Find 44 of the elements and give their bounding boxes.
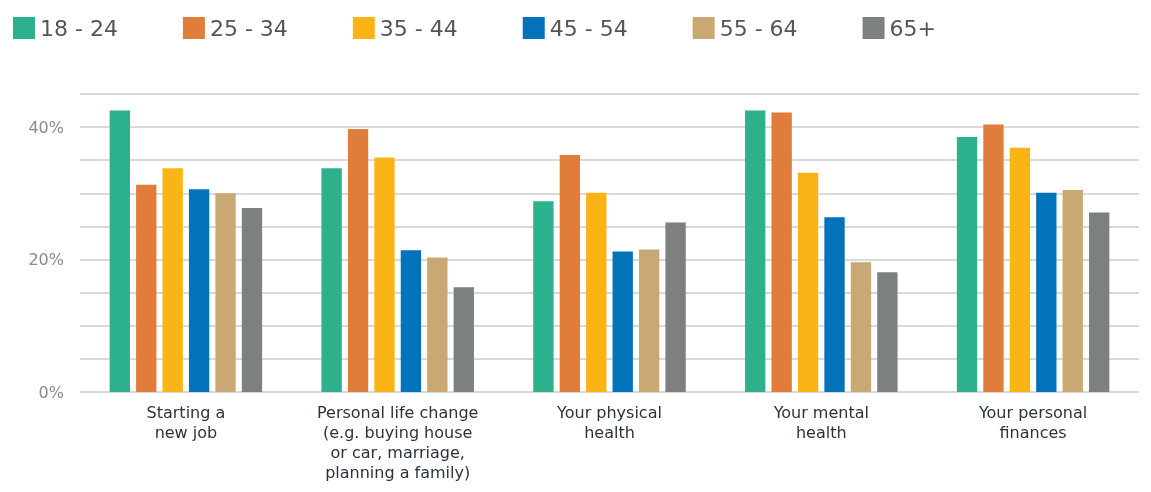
x-tick-label: Your physical health xyxy=(556,402,662,442)
bar xyxy=(745,110,766,392)
bar xyxy=(162,168,183,392)
y-tick-label: 0% xyxy=(38,382,64,402)
legend-label: 18 - 24 xyxy=(40,15,118,41)
bar xyxy=(136,184,157,392)
bar xyxy=(109,110,130,392)
bar xyxy=(983,124,1004,392)
bar xyxy=(1089,212,1110,392)
bar xyxy=(559,154,581,392)
bar xyxy=(427,257,448,392)
bar xyxy=(850,262,872,392)
legend-label: 65+ xyxy=(889,15,936,41)
bar xyxy=(374,157,395,392)
legend-label: 25 - 34 xyxy=(209,15,288,41)
bar xyxy=(665,222,686,392)
x-tick-label: Your mental health xyxy=(772,402,869,442)
bar xyxy=(638,249,660,392)
bar xyxy=(1062,190,1083,392)
bar xyxy=(877,272,898,392)
bar xyxy=(188,189,210,392)
bar xyxy=(215,193,236,392)
bar xyxy=(241,207,263,392)
legend-label: 45 - 54 xyxy=(549,15,628,41)
legend-label: 35 - 44 xyxy=(379,15,458,41)
bar xyxy=(1009,147,1031,392)
x-tick-label: Your personal finances xyxy=(977,402,1088,442)
bar xyxy=(956,137,978,392)
x-tick-label: Starting a new job xyxy=(146,402,226,442)
bar xyxy=(400,250,422,392)
x-tick-label: Personal life change (e.g. buying house or car, marriage, planning a family) xyxy=(316,402,479,482)
bar xyxy=(533,201,554,392)
legend-label: 55 - 64 xyxy=(719,15,798,41)
y-tick-label: 20% xyxy=(28,250,64,270)
bar xyxy=(453,287,474,392)
bar xyxy=(347,129,369,392)
bar xyxy=(797,172,819,392)
bar xyxy=(1036,192,1057,392)
bar xyxy=(586,192,607,392)
bar xyxy=(321,168,342,392)
bar xyxy=(824,217,845,392)
bar xyxy=(771,112,792,392)
y-tick-label: 40% xyxy=(28,117,64,137)
bar xyxy=(612,251,633,392)
